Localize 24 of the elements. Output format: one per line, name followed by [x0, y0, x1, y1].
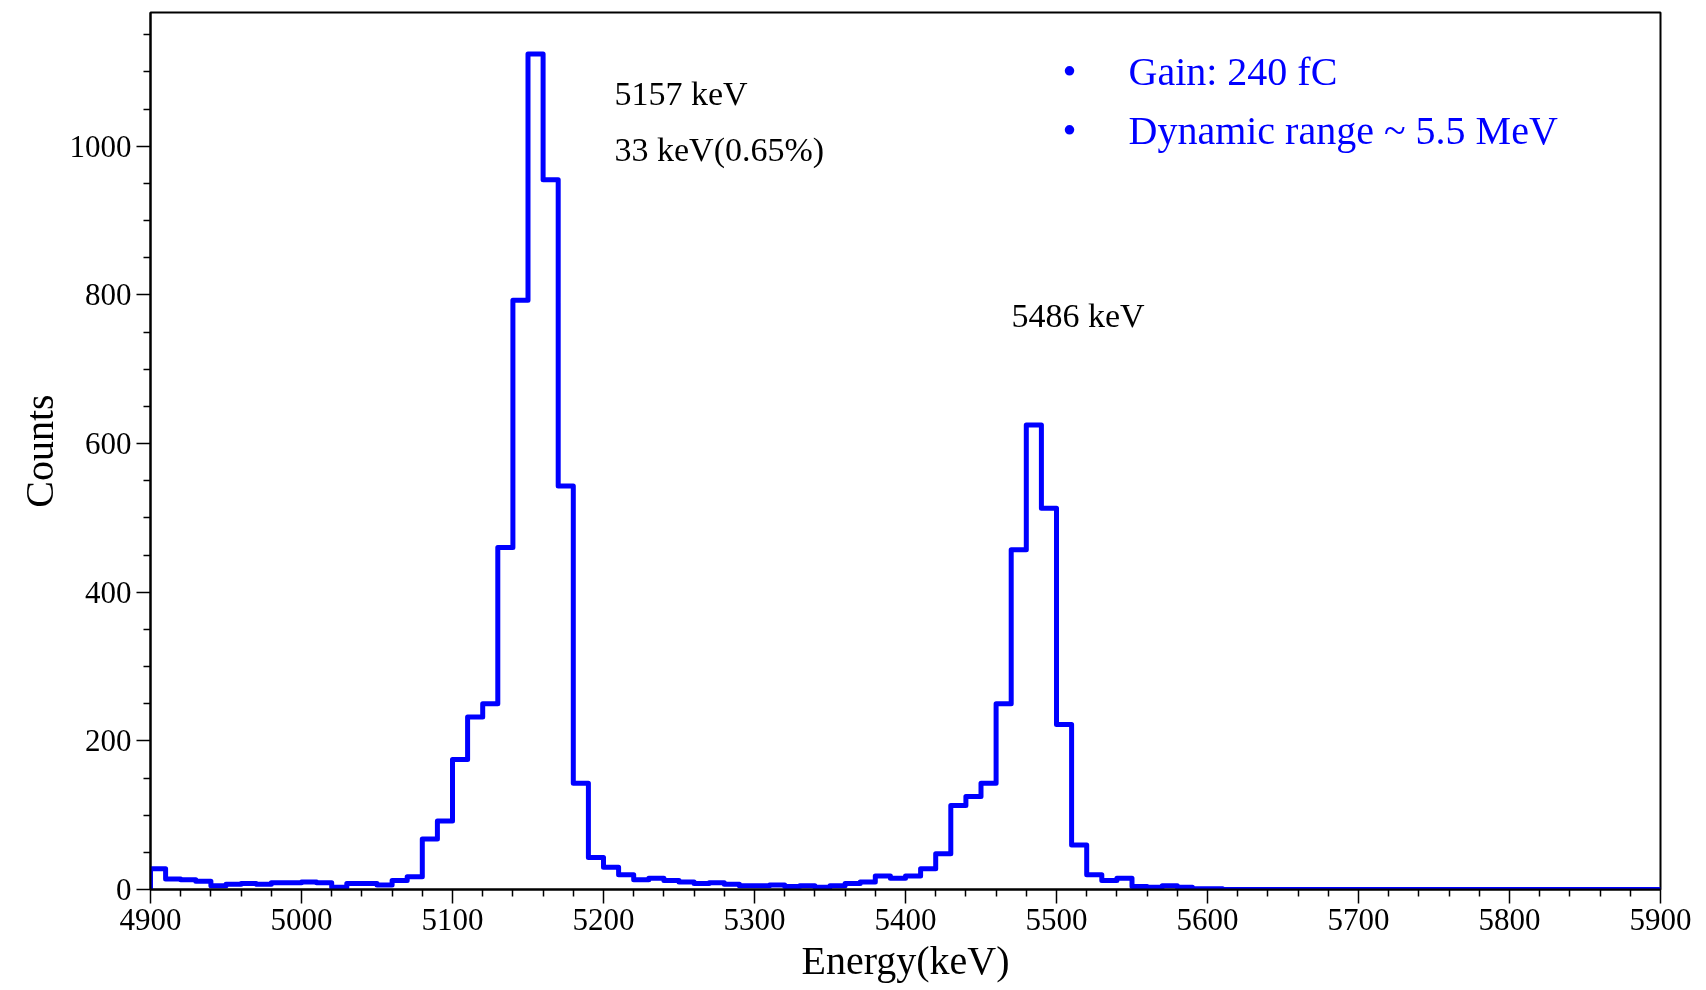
y-tick-label: 400 — [85, 574, 132, 610]
x-tick-label: 5500 — [1025, 901, 1088, 937]
annotation: Dynamic range ~ 5.5 MeV — [1128, 108, 1558, 153]
y-tick-label: 800 — [85, 277, 132, 313]
annotation: Gain: 240 fC — [1128, 49, 1338, 94]
annotation: • — [1062, 49, 1077, 94]
x-tick-label: 5400 — [874, 901, 937, 937]
x-tick-label: 5700 — [1327, 901, 1390, 937]
x-tick-label: 5300 — [723, 901, 786, 937]
annotation: 33 keV(0.65%) — [614, 131, 825, 169]
x-tick-label: 5200 — [572, 901, 635, 937]
x-tick-label: 5600 — [1176, 901, 1239, 937]
y-tick-label: 1000 — [69, 128, 132, 164]
y-tick-label: 200 — [85, 723, 132, 759]
x-tick-label: 5800 — [1478, 901, 1541, 937]
annotation: 5486 keV — [1011, 297, 1146, 334]
y-axis-title: Counts — [16, 394, 62, 508]
x-tick-label: 5100 — [421, 901, 484, 937]
x-tick-label: 5000 — [270, 901, 333, 937]
annotation: 5157 keV — [614, 75, 749, 112]
x-tick-label: 5900 — [1629, 901, 1692, 937]
y-tick-label: 600 — [85, 426, 132, 462]
annotation: • — [1062, 108, 1077, 153]
x-axis-title: Energy(keV) — [801, 937, 1010, 983]
